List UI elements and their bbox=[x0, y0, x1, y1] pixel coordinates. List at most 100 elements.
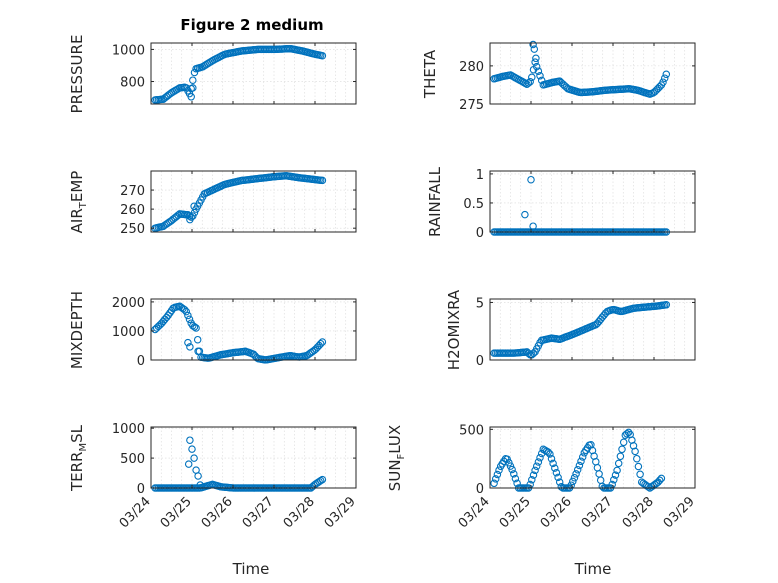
data-point bbox=[505, 458, 513, 467]
data-point bbox=[572, 470, 580, 478]
data-point bbox=[192, 324, 200, 332]
axes-frame-air-temp bbox=[150, 170, 357, 233]
data-point bbox=[578, 453, 587, 461]
data-point bbox=[186, 436, 194, 444]
figure-title: Figure 2 medium bbox=[180, 16, 323, 34]
ytick-label: 5 bbox=[476, 296, 484, 311]
ytick-label: 1000 bbox=[112, 43, 145, 58]
ylabel-pressure: PRESSURE bbox=[68, 35, 86, 114]
data-point bbox=[318, 51, 327, 60]
data-point bbox=[521, 210, 529, 219]
xtick-label: 03/28 bbox=[620, 494, 657, 531]
data-point bbox=[547, 454, 556, 463]
data-point bbox=[194, 347, 202, 356]
data-point bbox=[527, 175, 535, 184]
data-point bbox=[193, 335, 202, 344]
ylabel-h2omixra: H2OMIXRA bbox=[445, 289, 463, 370]
xtick-label: 03/27 bbox=[240, 494, 277, 531]
data-point bbox=[189, 76, 197, 84]
marks-h2omixra bbox=[490, 301, 671, 359]
data-point bbox=[190, 454, 198, 462]
marks-mixdepth bbox=[151, 302, 327, 364]
ylabel-rainfall: RAINFALL bbox=[426, 166, 444, 237]
axes-frame-mixdepth bbox=[150, 298, 357, 361]
data-point bbox=[655, 476, 664, 485]
xticks-terr-msl: 03/24 03/25 03/26 03/27 03/28 03/29 bbox=[117, 494, 359, 531]
data-point bbox=[194, 472, 202, 480]
data-point bbox=[189, 84, 197, 92]
data-point bbox=[610, 476, 618, 484]
data-point bbox=[526, 77, 534, 86]
data-point bbox=[531, 58, 539, 66]
xtick-label: 03/24 bbox=[456, 494, 493, 531]
data-point bbox=[577, 457, 585, 466]
plot-rainfall: 00.51 RAINFALL bbox=[426, 166, 696, 241]
data-point bbox=[185, 315, 194, 324]
xlabel-sun-flux: Time bbox=[574, 560, 612, 578]
data-point bbox=[631, 447, 639, 456]
data-point bbox=[613, 466, 621, 475]
data-point bbox=[529, 40, 537, 49]
plot-h2omixra: 05 H2OMIXRA bbox=[445, 289, 696, 370]
data-point bbox=[184, 311, 192, 320]
data-point bbox=[490, 479, 498, 488]
data-point bbox=[624, 428, 633, 437]
plot-air-temp: 250 260 270 AIRTEMP bbox=[68, 170, 357, 237]
marks-sun-flux bbox=[490, 428, 666, 492]
yticks-rainfall: 00.51 bbox=[463, 168, 696, 241]
data-point bbox=[532, 54, 540, 63]
data-point bbox=[511, 474, 520, 483]
data-point bbox=[633, 454, 641, 463]
data-point bbox=[190, 202, 198, 211]
data-point bbox=[536, 453, 544, 462]
plot-mixdepth: 0 1000 2000 MIXDEPTH bbox=[68, 291, 357, 369]
data-point bbox=[534, 67, 543, 75]
axes-frame-theta bbox=[489, 42, 696, 105]
ytick-label: 280 bbox=[459, 60, 484, 75]
data-point bbox=[569, 477, 577, 486]
data-point bbox=[184, 338, 192, 347]
xtick-label: 03/29 bbox=[661, 494, 698, 531]
data-point bbox=[529, 471, 538, 479]
data-point bbox=[595, 470, 603, 478]
ytick-label: 0 bbox=[476, 482, 484, 497]
data-point bbox=[495, 466, 503, 474]
axes-frame-terr-msl bbox=[150, 426, 357, 489]
ytick-label: 2000 bbox=[112, 296, 145, 311]
xtick-label: 03/27 bbox=[579, 494, 616, 531]
plot-theta: 275 280 THETA bbox=[421, 40, 696, 113]
data-point bbox=[491, 475, 500, 483]
yticks-h2omixra: 05 bbox=[476, 296, 696, 369]
data-point bbox=[506, 462, 515, 470]
yticks-terr-msl: 0 500 1000 bbox=[112, 422, 357, 497]
data-point bbox=[532, 62, 541, 71]
data-point bbox=[187, 93, 195, 101]
ylabel-terr-msl: TERRMSL bbox=[68, 424, 89, 492]
data-point bbox=[529, 222, 537, 230]
data-point bbox=[508, 465, 516, 474]
data-point bbox=[528, 476, 536, 484]
xtick-label: 03/25 bbox=[158, 494, 195, 531]
data-point bbox=[611, 471, 620, 479]
yticks-sun-flux: 0 500 bbox=[459, 423, 696, 497]
axes-frame-pressure bbox=[150, 42, 357, 105]
xticks-sun-flux: 03/24 03/25 03/26 03/27 03/28 03/29 bbox=[456, 494, 698, 531]
data-point bbox=[510, 470, 518, 478]
data-point bbox=[188, 445, 196, 453]
ytick-label: 500 bbox=[120, 452, 145, 467]
data-point bbox=[593, 463, 602, 472]
ytick-label: 1000 bbox=[112, 422, 145, 437]
yticks-pressure: 800 1000 bbox=[112, 43, 357, 104]
data-point bbox=[253, 353, 261, 362]
ytick-label: 1 bbox=[476, 168, 484, 183]
ytick-label: 500 bbox=[459, 423, 484, 438]
data-point bbox=[532, 462, 541, 470]
data-point bbox=[530, 45, 539, 53]
data-point bbox=[318, 176, 327, 185]
grid-rainfall bbox=[489, 171, 696, 233]
ylabel-sun-flux: SUNFLUX bbox=[386, 425, 407, 491]
data-point bbox=[549, 459, 557, 468]
data-point bbox=[660, 74, 669, 82]
marks-air-temp bbox=[151, 172, 327, 232]
